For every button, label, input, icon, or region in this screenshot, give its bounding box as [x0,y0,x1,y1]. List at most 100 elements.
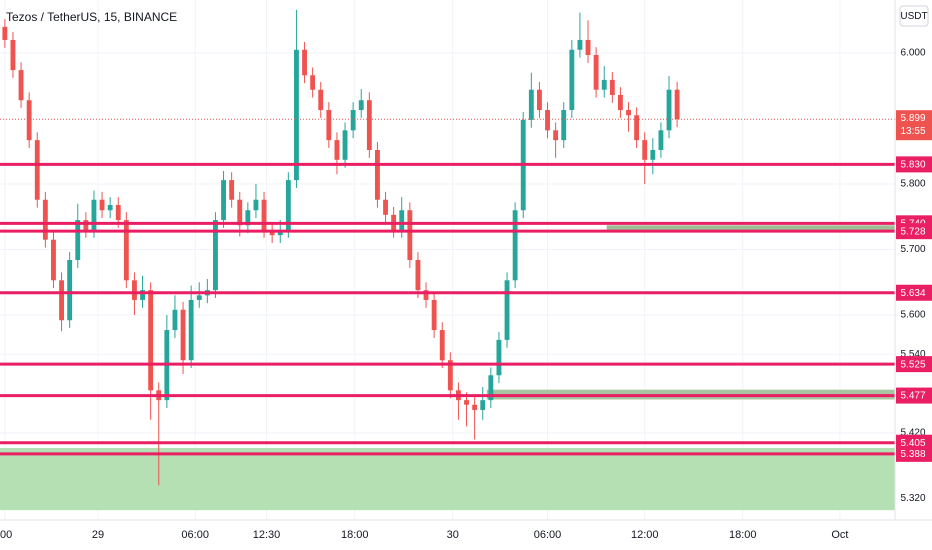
candle-body [10,39,16,71]
candle-body [480,400,486,410]
candle-body [253,199,259,211]
last-price-label: 5.899 [900,113,925,124]
level-label: 5.525 [900,359,925,370]
candle-body [123,220,129,281]
candle-body [237,199,243,226]
x-tick-label: Oct [831,529,848,541]
zone [606,225,895,230]
chart-title: Tezos / TetherUS, 15, BINANCE [6,10,177,24]
candle-body [188,299,194,361]
candle-body [464,400,469,405]
candle-body [229,180,235,200]
candle-body [488,375,494,401]
candle-body [59,280,64,321]
level-label-box [896,387,932,404]
candle-body [318,89,324,111]
level-label: 5.634 [900,288,925,299]
candle-body [350,110,356,131]
candle-body [99,199,105,211]
x-tick-label: 06:00 [181,529,209,541]
candle-body [148,290,154,391]
candle-body [67,260,73,321]
candle-body [658,130,664,150]
candle-body [172,309,178,331]
x-tick-label: 12:30 [253,529,281,541]
candle-body [674,89,680,120]
candle-body [561,110,567,141]
candle-body [512,210,518,281]
candle-body [617,94,623,111]
candle-body [51,239,56,281]
plot-area [0,0,895,520]
x-tick-label: 29 [92,529,104,541]
candle-body [585,39,591,56]
level-label-box [896,356,932,373]
level-label: 5.405 [900,438,925,449]
candle-body [650,149,656,160]
candle-body [609,79,615,95]
y-tick-label: 6.000 [900,48,925,59]
y-tick-label: 5.700 [900,244,925,255]
candle-body [196,295,202,300]
candle-body [180,309,186,361]
candle-body [34,140,40,200]
candle-body [245,210,251,226]
x-tick-label: 30 [447,529,459,541]
candle-body [666,89,672,131]
y-tick-label: 5.800 [900,179,925,190]
y-tick-label: 5.420 [900,428,925,439]
candle-body [132,280,137,300]
candle-body [447,360,453,391]
candle-body [601,79,607,90]
candle-body [504,280,510,340]
currency-box[interactable] [899,5,929,27]
candle-body [42,199,48,240]
level-label: 5.388 [900,449,925,460]
level-label-box [896,445,932,462]
candle-body [439,330,445,361]
candle-body [399,210,405,230]
candle-body [496,339,502,376]
candle-body [553,130,559,141]
candle-body [358,100,364,111]
countdown: 13:55 [900,126,925,137]
axis-labels: 6.000 5.800 5.700 5.600 5.540 5.420 5.320 00 29 0… [0,48,932,541]
zone [0,447,895,511]
level-label: 5.830 [900,160,925,171]
x-tick-label: 06:00 [534,529,562,541]
currency[interactable]: USDT [900,11,927,22]
level-label-box [896,156,932,173]
price-axis [895,0,932,550]
candle-body [75,220,81,260]
candle-body [634,115,640,141]
candle-body [261,199,267,230]
candle-body [310,75,316,90]
level-label-box [896,284,932,301]
candle-body [334,140,340,160]
candle-body [375,149,380,200]
candle-body [342,130,348,160]
candle-body [366,100,372,150]
x-tick-label: 18:00 [341,529,369,541]
candle-body [91,199,97,230]
candle-body [221,180,226,221]
candle-body [423,290,429,300]
candle-body [528,89,534,120]
candle-body [545,110,550,131]
x-tick-label: 00 [0,529,12,541]
candle-body [626,110,631,116]
candle-body [115,204,121,221]
candle-body [26,100,32,141]
candle-body [593,55,599,90]
candle-body [577,39,583,50]
candle-body [107,204,113,211]
last-price-box [896,110,932,141]
candle-body [285,180,291,230]
y-tick-label: 5.320 [900,493,925,504]
level-label: 5.477 [900,391,925,402]
candle-body [431,299,437,331]
y-tick-label: 5.600 [900,310,925,321]
level-label-box [896,223,932,240]
candle-body [326,110,332,141]
